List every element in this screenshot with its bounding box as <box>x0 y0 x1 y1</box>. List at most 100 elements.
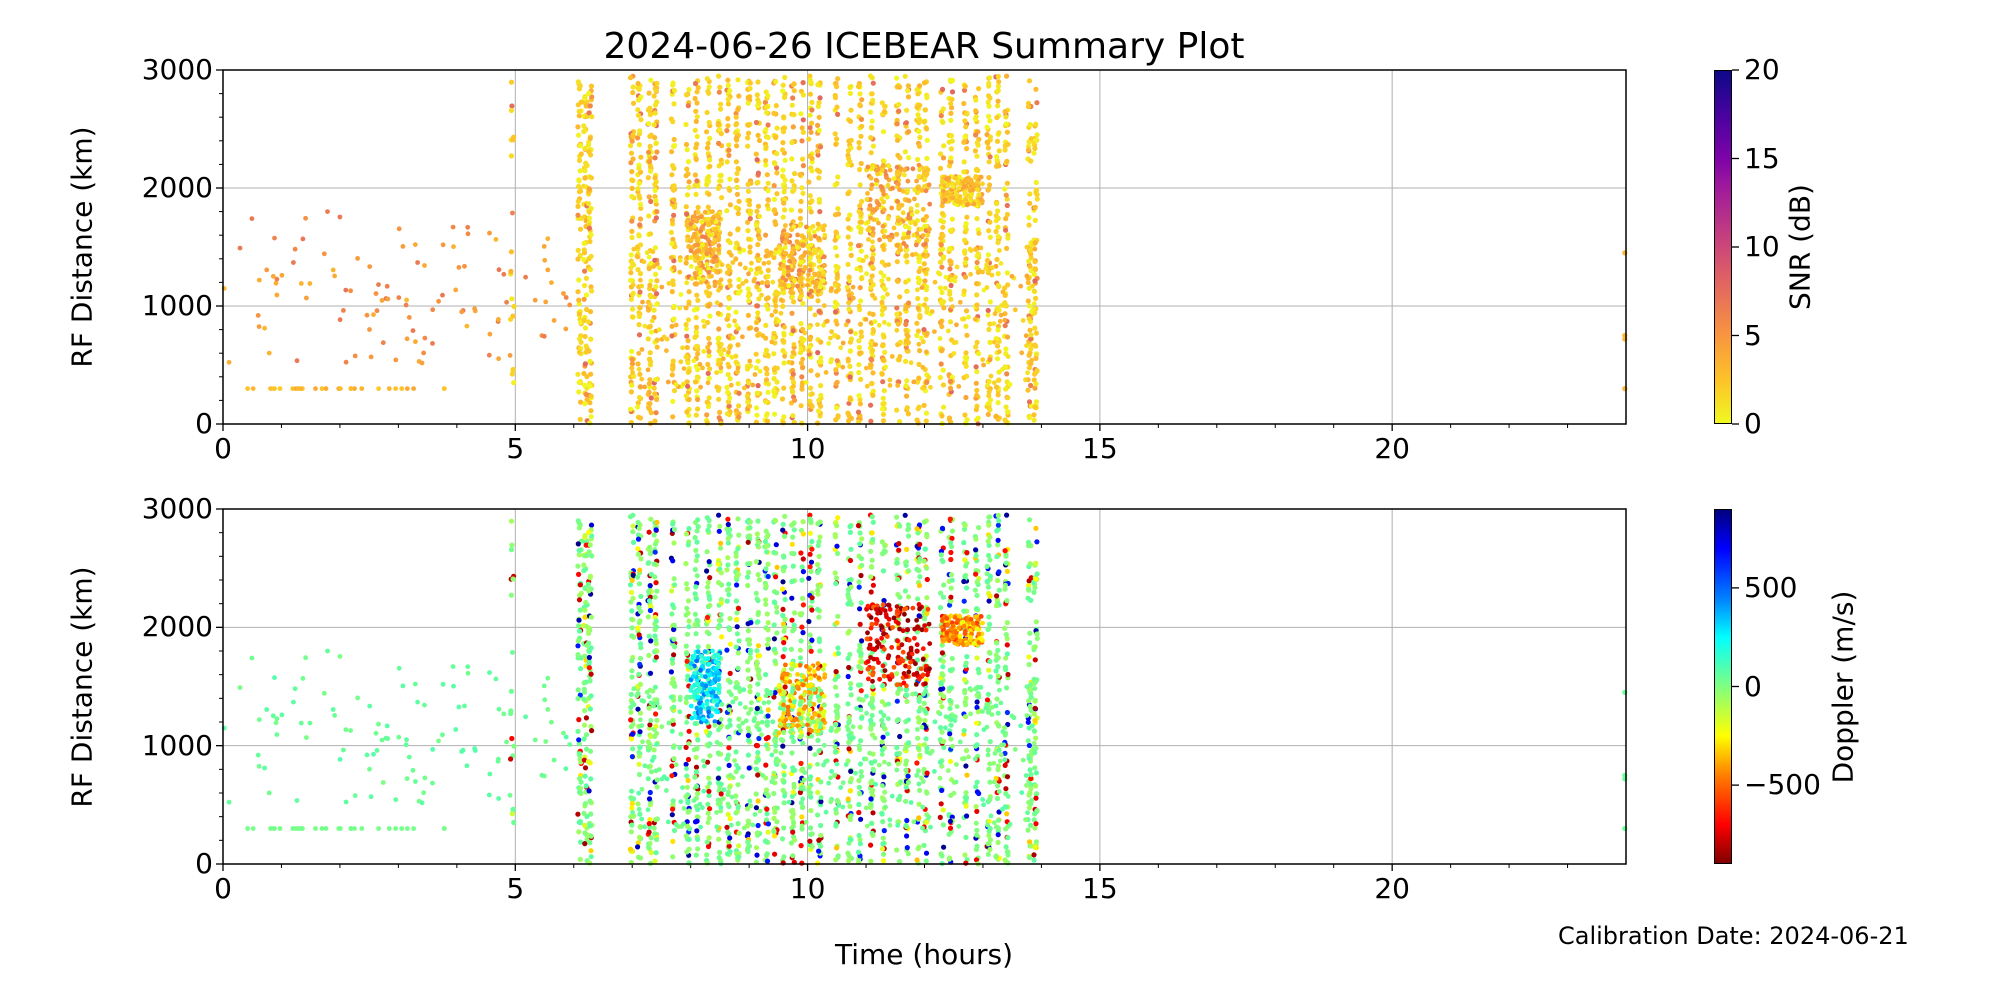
data-point <box>847 374 853 380</box>
data-point <box>961 139 967 145</box>
data-point <box>964 214 970 220</box>
data-point <box>629 361 636 367</box>
data-point <box>713 226 719 232</box>
data-point <box>659 284 665 290</box>
data-point <box>693 315 699 321</box>
data-point <box>589 288 595 294</box>
data-point <box>995 343 1001 349</box>
data-point <box>745 228 751 234</box>
data-point <box>996 349 1002 355</box>
data-point <box>757 236 763 242</box>
data-point <box>746 380 752 386</box>
data-point <box>695 737 701 743</box>
data-point <box>833 381 839 387</box>
data-point <box>777 249 782 254</box>
data-point <box>686 836 692 843</box>
data-point <box>705 370 711 376</box>
data-point <box>511 819 517 826</box>
data-point <box>946 415 953 421</box>
data-point <box>746 403 753 409</box>
data-point <box>798 550 804 556</box>
data-point <box>791 260 797 266</box>
data-point <box>704 568 710 574</box>
data-point <box>800 595 806 602</box>
data-point <box>968 188 973 194</box>
data-point <box>629 822 635 828</box>
data-point <box>949 138 955 144</box>
data-point <box>677 305 683 311</box>
data-point <box>1002 417 1008 423</box>
data-point <box>636 165 642 171</box>
data-point <box>780 338 786 343</box>
data-point <box>691 358 697 364</box>
data-point <box>627 406 634 412</box>
data-point <box>727 202 734 208</box>
data-point <box>671 756 677 762</box>
data-point <box>629 796 635 802</box>
data-point <box>727 267 732 273</box>
data-point <box>509 371 515 377</box>
data-point <box>947 246 954 252</box>
data-point <box>746 641 753 647</box>
data-point <box>581 256 587 263</box>
data-point <box>995 98 1001 104</box>
data-point <box>671 136 677 143</box>
data-point <box>695 846 701 852</box>
data-point <box>508 688 514 694</box>
data-point <box>800 243 806 248</box>
data-point <box>919 188 925 193</box>
data-point <box>734 582 740 588</box>
data-point <box>771 160 778 166</box>
data-point <box>973 364 979 370</box>
data-point <box>914 87 920 93</box>
data-point <box>706 835 712 841</box>
data-point <box>727 816 733 822</box>
data-point <box>561 291 566 296</box>
data-point <box>669 289 675 295</box>
data-point <box>880 411 887 417</box>
data-point <box>733 353 739 359</box>
data-point <box>916 128 922 134</box>
data-point <box>507 353 513 358</box>
data-point <box>987 118 993 124</box>
data-point <box>630 84 636 90</box>
data-point <box>928 384 933 390</box>
data-point <box>816 408 822 414</box>
data-point <box>879 343 885 349</box>
data-point <box>704 860 711 866</box>
data-point <box>974 281 980 287</box>
data-point <box>869 91 875 97</box>
data-point <box>1004 180 1011 186</box>
data-point <box>709 273 714 279</box>
data-point <box>654 344 660 350</box>
data-point <box>765 532 771 538</box>
data-point <box>815 350 821 356</box>
data-point <box>904 378 910 384</box>
data-point <box>880 418 887 424</box>
data-point <box>745 752 752 758</box>
data-point <box>704 584 711 590</box>
data-point <box>832 237 838 243</box>
data-point <box>859 198 865 205</box>
data-point <box>758 270 764 275</box>
data-point <box>636 232 642 238</box>
data-point <box>733 359 739 365</box>
data-point <box>920 217 926 223</box>
data-point <box>710 250 716 256</box>
data-point <box>771 196 778 202</box>
data-point <box>904 405 910 411</box>
data-point <box>784 232 790 238</box>
data-point <box>745 122 751 128</box>
data-point <box>771 376 777 382</box>
data-point <box>706 559 712 565</box>
data-point <box>794 244 800 250</box>
data-point <box>949 374 955 380</box>
data-point <box>747 244 753 250</box>
data-point <box>393 386 398 391</box>
data-point <box>868 150 874 156</box>
data-point <box>575 563 581 569</box>
data-point <box>921 176 928 183</box>
data-point <box>797 789 804 796</box>
data-point <box>789 541 795 547</box>
